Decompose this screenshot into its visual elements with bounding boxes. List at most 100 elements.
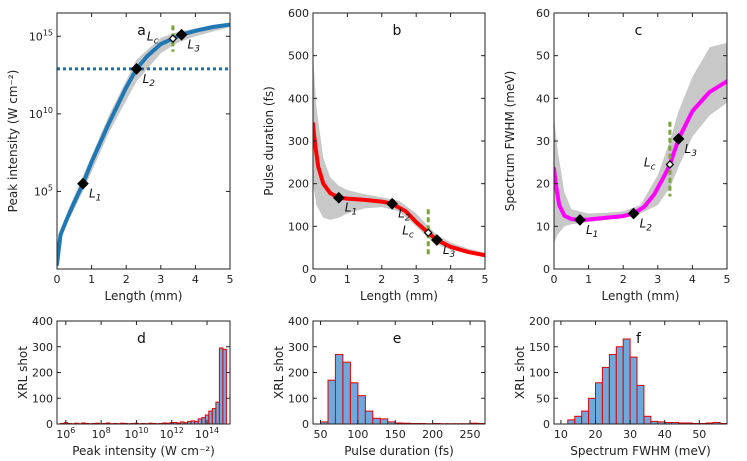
histogram-bar-d xyxy=(197,418,203,424)
series-line-b xyxy=(313,121,485,258)
x-axis-label-a: Length (mm) xyxy=(105,289,183,303)
histogram-bar-f xyxy=(595,382,603,424)
axes-frame-c xyxy=(553,12,728,270)
marker-Lc-c xyxy=(665,160,675,169)
x-tick-label-f: 50 xyxy=(692,428,706,441)
histogram-bar-f xyxy=(574,415,583,424)
histogram-bar-d xyxy=(211,408,217,424)
y-tick-label-f: 200 xyxy=(529,315,550,328)
y-tick-label-b: 400 xyxy=(288,92,309,105)
histogram-bar-d xyxy=(218,347,224,424)
marker-label-L1-b: L1 xyxy=(345,201,357,218)
x-tick-label-b: 5 xyxy=(482,273,489,286)
x-tick-label-b: 4 xyxy=(447,273,454,286)
x-tick-label-d: 1010 xyxy=(124,426,148,441)
y-tick-label-a: 1010 xyxy=(29,106,53,121)
histogram-bar-f xyxy=(608,354,617,424)
histogram-bar-f xyxy=(643,415,652,424)
x-tick-label-c: 0 xyxy=(551,273,558,286)
y-axis-label-d: XRL shot xyxy=(16,346,30,399)
x-tick-label-f: 30 xyxy=(623,428,637,441)
y-tick-label-d: 300 xyxy=(32,341,53,354)
y-tick-label-c: 10 xyxy=(536,220,550,233)
y-tick-label-d: 400 xyxy=(32,315,53,328)
histogram-bar-f xyxy=(629,356,638,424)
panel-e: 50 100 150 200 250 0 100 200 300 400 Pulse duratio… xyxy=(272,315,486,458)
y-tick-label-b: 300 xyxy=(288,135,309,148)
histogram-bar-e xyxy=(334,354,344,424)
marker-label-L1-c: L1 xyxy=(586,223,598,240)
panel-letter-c: c xyxy=(635,23,643,39)
histogram-bar-e xyxy=(364,410,374,424)
histogram-bar-e xyxy=(349,382,359,424)
y-tick-label-d: 0 xyxy=(46,418,53,431)
histogram-bar-f xyxy=(581,410,590,424)
panel-letter-b: b xyxy=(393,23,402,39)
x-tick-label-a: 1 xyxy=(88,273,95,286)
y-axis-label-f: XRL shot xyxy=(513,346,527,399)
marker-L2-a xyxy=(130,63,143,75)
y-tick-label-b: 100 xyxy=(288,220,309,233)
histogram-bar-d xyxy=(201,417,206,424)
histogram-bar-e xyxy=(379,418,389,424)
axes-frame-b xyxy=(312,12,486,270)
plot-content-b xyxy=(313,55,485,258)
marker-label-Lc-a: Lc xyxy=(147,30,159,47)
x-tick-label-c: 2 xyxy=(620,273,627,286)
plot-content-d xyxy=(60,347,227,424)
y-tick-label-b: 500 xyxy=(288,50,309,63)
marker-label-L2-c: L2 xyxy=(640,217,653,234)
x-tick-label-c: 3 xyxy=(654,273,661,286)
x-tick-label-e: 250 xyxy=(460,428,481,441)
panel-letter-d: d xyxy=(137,331,146,347)
panel-letter-a: a xyxy=(137,23,146,39)
x-tick-label-e: 200 xyxy=(422,428,443,441)
marker-L1-b xyxy=(332,191,345,204)
y-axis-label-c: Spectrum FWHM (meV) xyxy=(503,71,517,212)
x-tick-label-b: 3 xyxy=(413,273,420,286)
y-tick-label-e: 200 xyxy=(288,367,309,380)
x-tick-label-b: 2 xyxy=(378,273,385,286)
x-tick-label-d: 1014 xyxy=(195,426,219,441)
y-axis-label-b: Pulse duration (fs) xyxy=(262,86,276,196)
marker-label-L3-c: L3 xyxy=(685,142,698,159)
y-tick-label-e: 300 xyxy=(288,341,309,354)
marker-L1-c xyxy=(574,214,586,226)
x-tick-label-a: 2 xyxy=(123,273,130,286)
marker-label-L2-b: L2 xyxy=(398,207,411,224)
histogram-bar-f xyxy=(601,366,610,424)
x-axis-label-f: Spectrum FWHM (meV) xyxy=(570,444,711,458)
series-line-c xyxy=(554,79,727,222)
x-axis-label-d: Peak intensity (W cm⁻²) xyxy=(72,444,215,458)
x-tick-label-c: 1 xyxy=(585,273,592,286)
x-tick-label-a: 5 xyxy=(227,273,234,286)
x-tick-label-f: 20 xyxy=(589,428,603,441)
marker-L2-b xyxy=(386,197,398,210)
y-tick-label-d: 100 xyxy=(32,392,53,405)
plot-content-a xyxy=(57,22,230,267)
marker-label-Lc-b: Lc xyxy=(402,224,414,241)
marker-L3-c xyxy=(672,133,685,145)
x-axis-label-b: Length (mm) xyxy=(360,289,438,303)
marker-label-L3-a: L3 xyxy=(188,38,201,55)
panel-d: 106 108 1010 1012 1014 0 100 200 300 400 Peak inte… xyxy=(16,315,231,458)
x-tick-label-d: 108 xyxy=(92,426,111,441)
histogram-bar-e xyxy=(357,395,366,424)
marker-L3-a xyxy=(175,28,188,41)
x-tick-label-c: 5 xyxy=(724,273,731,286)
x-tick-label-b: 0 xyxy=(310,273,317,286)
marker-label-L2-a: L2 xyxy=(143,72,156,89)
x-tick-label-a: 0 xyxy=(54,273,61,286)
y-tick-label-e: 400 xyxy=(288,315,309,328)
y-tick-label-c: 40 xyxy=(536,92,550,105)
y-tick-label-c: 30 xyxy=(536,135,550,148)
x-tick-label-d: 106 xyxy=(56,426,75,441)
histogram-bar-f xyxy=(636,384,645,424)
histogram-bar-e xyxy=(327,379,336,424)
marker-L2-c xyxy=(627,207,640,220)
y-tick-label-d: 200 xyxy=(32,367,53,380)
plot-content-e xyxy=(320,354,485,424)
x-tick-label-a: 4 xyxy=(192,273,199,286)
